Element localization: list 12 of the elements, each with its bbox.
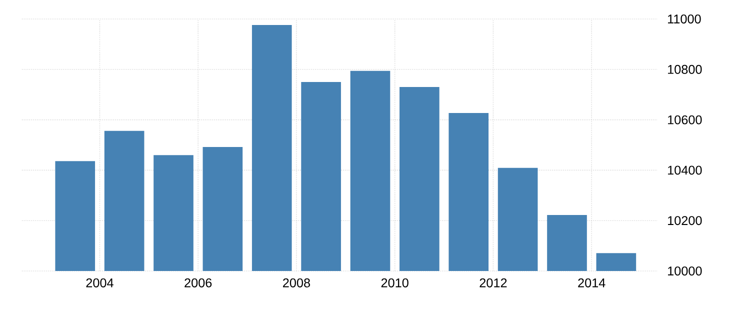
- y-tick-label: 10200: [668, 216, 702, 226]
- y-tick-label: 10800: [668, 64, 702, 74]
- y-tick-label: 10600: [668, 115, 702, 124]
- x-tick-label: 2006: [184, 278, 212, 288]
- y-tick-label: 10400: [668, 166, 702, 175]
- x-tick-label: 2008: [283, 278, 310, 288]
- x-tick-label: 2014: [578, 278, 606, 288]
- y-tick-label: 10000: [668, 266, 702, 276]
- x-tick-label: 2012: [480, 278, 507, 288]
- x-tick-label: 2010: [381, 278, 408, 288]
- y-tick-label: 11000: [668, 14, 701, 24]
- x-tick-label: 2004: [86, 278, 114, 288]
